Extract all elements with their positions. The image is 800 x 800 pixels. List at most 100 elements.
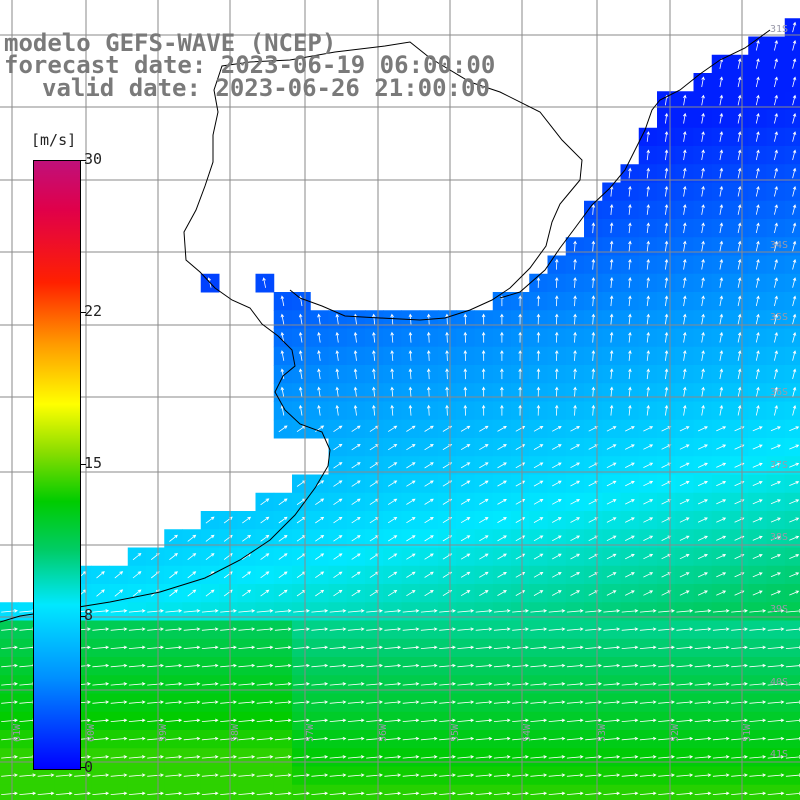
wind-arrow — [554, 313, 559, 325]
wind-arrow — [639, 718, 657, 723]
wind-arrow — [165, 755, 183, 759]
wind-arrow — [238, 682, 256, 686]
wind-arrow — [335, 331, 340, 343]
wind-arrow — [701, 76, 705, 88]
wind-arrow — [439, 609, 456, 613]
wind-arrow — [609, 404, 614, 416]
wind-arrow — [278, 516, 288, 524]
wind-arrow — [767, 645, 785, 650]
lat-label: 38S — [770, 532, 789, 543]
wind-arrow — [755, 58, 760, 69]
wind-arrow — [716, 572, 727, 578]
wind-arrow — [658, 718, 675, 723]
wind-arrow — [737, 131, 742, 142]
wind-arrow — [570, 426, 581, 432]
wind-arrow — [609, 313, 614, 325]
wind-arrow — [755, 404, 760, 416]
wind-arrow — [384, 773, 402, 777]
wind-arrow — [1, 700, 18, 704]
wind-arrow — [74, 791, 91, 796]
wind-arrow — [420, 700, 438, 704]
wind-arrow — [147, 736, 164, 741]
wind-arrow — [298, 313, 303, 325]
wind-cell — [255, 784, 275, 800]
wind-arrow — [311, 627, 329, 631]
wind-arrow — [591, 277, 596, 288]
wind-arrow — [475, 645, 493, 650]
wind-cell — [164, 784, 183, 800]
wind-arrow — [333, 425, 343, 433]
wind-arrow — [552, 480, 562, 487]
wind-arrow — [755, 222, 760, 234]
wind-arrow — [220, 718, 237, 723]
wind-cell — [18, 784, 37, 800]
wind-cell — [54, 784, 74, 800]
wind-cell — [748, 784, 767, 800]
wind-arrow — [628, 386, 632, 398]
wind-arrow — [460, 480, 471, 487]
wind-arrow — [317, 368, 321, 380]
wind-arrow — [280, 368, 285, 380]
wind-arrow — [533, 444, 544, 450]
lat-label: 31S — [770, 24, 789, 35]
wind-arrow — [625, 535, 635, 541]
wind-arrow — [554, 295, 559, 307]
wind-arrow — [774, 295, 778, 307]
wind-arrow — [682, 240, 687, 252]
wind-arrow — [697, 535, 708, 541]
wind-arrow — [278, 498, 288, 506]
wind-arrow — [475, 736, 493, 741]
wind-arrow — [603, 755, 621, 759]
wind-arrow — [530, 663, 548, 668]
wind-arrow — [767, 718, 785, 723]
wind-arrow — [351, 498, 361, 505]
wind-arrow — [785, 718, 800, 723]
wind-arrow — [774, 185, 778, 197]
wind-arrow — [518, 313, 522, 325]
wind-arrow — [792, 331, 797, 343]
wind-arrow — [475, 755, 493, 759]
wind-arrow — [639, 645, 657, 650]
wind-arrow — [749, 755, 767, 759]
wind-arrow — [737, 204, 742, 215]
wind-arrow — [110, 682, 128, 686]
wind-cell — [620, 784, 640, 800]
wind-arrow — [664, 222, 669, 234]
wind-arrow — [256, 755, 274, 759]
wind-arrow — [497, 572, 507, 578]
wind-arrow — [566, 700, 584, 704]
wind-arrow — [697, 572, 708, 578]
wind-arrow — [387, 443, 398, 451]
wind-arrow — [183, 755, 201, 759]
wind-arrow — [201, 700, 219, 704]
wind-arrow — [384, 663, 402, 668]
wind-cell — [328, 784, 348, 800]
wind-arrow — [278, 535, 288, 542]
wind-arrow — [755, 386, 760, 398]
wind-cell — [784, 292, 800, 311]
wind-arrow — [533, 590, 544, 596]
wind-arrow — [493, 700, 511, 704]
lon-label: 56W — [378, 723, 389, 742]
wind-arrow — [679, 499, 690, 505]
wind-arrow — [347, 755, 365, 759]
wind-arrow — [238, 755, 256, 759]
wind-arrow — [147, 700, 164, 704]
wind-arrow — [774, 386, 778, 398]
wind-arrow — [770, 499, 781, 505]
wind-arrow — [426, 350, 431, 361]
wind-arrow — [785, 663, 800, 668]
wind-arrow — [260, 589, 270, 597]
wind-arrow — [128, 700, 146, 704]
wind-arrow — [242, 571, 252, 579]
wind-arrow — [439, 663, 456, 668]
wind-arrow — [372, 331, 376, 343]
wind-arrow — [737, 94, 742, 106]
wind-arrow — [658, 627, 675, 631]
wind-arrow — [679, 480, 690, 487]
lon-label: 59W — [158, 723, 169, 742]
wind-arrow — [457, 609, 475, 613]
wind-arrow — [92, 791, 110, 796]
wind-arrow — [512, 663, 529, 668]
wind-arrow — [335, 313, 340, 325]
